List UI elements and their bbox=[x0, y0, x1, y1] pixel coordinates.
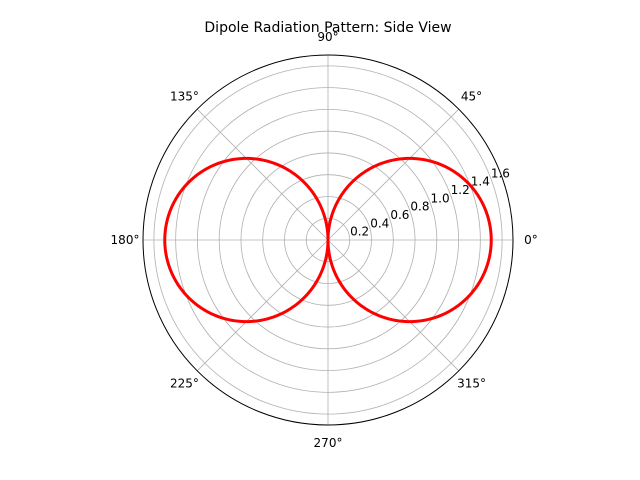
series-layer bbox=[163, 156, 493, 324]
radial-tick-label-5: 1.2 bbox=[451, 183, 470, 197]
radial-tick-label-1: 0.4 bbox=[370, 216, 389, 230]
polar-grid bbox=[142, 54, 514, 426]
angular-gridline-3 bbox=[196, 108, 329, 241]
angular-gridline-1 bbox=[327, 108, 460, 241]
radial-tick-label-2: 0.6 bbox=[390, 208, 409, 222]
radial-tick-label-0: 0.2 bbox=[350, 225, 369, 239]
angle-tick-label-3: 135° bbox=[170, 89, 199, 103]
radial-tick-label-6: 1.4 bbox=[471, 175, 490, 189]
radial-tick-label-4: 1.0 bbox=[431, 191, 450, 205]
angle-tick-label-0: 0° bbox=[524, 233, 538, 247]
angle-tick-label-4: 180° bbox=[111, 233, 140, 247]
angle-tick-label-2: 90° bbox=[317, 30, 338, 44]
radial-tick-label-3: 0.8 bbox=[410, 200, 429, 214]
angle-tick-label-5: 225° bbox=[170, 377, 199, 391]
radial-tick-label-7: 1.6 bbox=[491, 166, 510, 180]
tick-labels: 0° 45° 90° 135° 180° 225° 270° 315° 0.20.40.60.8… bbox=[111, 30, 538, 450]
chart-title: Dipole Radiation Pattern: Side View bbox=[204, 20, 451, 36]
angle-tick-label-7: 315° bbox=[457, 377, 486, 391]
angular-gridline-7 bbox=[327, 239, 460, 372]
angular-gridline-5 bbox=[196, 239, 329, 372]
angle-tick-label-6: 270° bbox=[314, 436, 343, 450]
polar-frame bbox=[142, 54, 514, 426]
angle-tick-label-1: 45° bbox=[461, 89, 482, 103]
